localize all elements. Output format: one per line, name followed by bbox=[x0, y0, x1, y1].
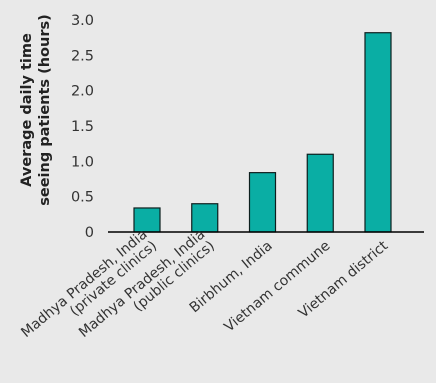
y-axis-title: Average daily time seeing patients (hour… bbox=[19, 14, 53, 206]
bar bbox=[306, 153, 334, 233]
y-tick-label: 1.5 bbox=[71, 119, 94, 135]
x-axis-labels: Madhya Pradesh, India(private clinics)Ma… bbox=[18, 226, 391, 341]
x-tick-label-line: Vietnam commune bbox=[221, 238, 333, 336]
bar bbox=[248, 172, 277, 233]
y-axis-ticks: 0 0.5 1.0 1.5 2.0 2.5 3.0 bbox=[71, 13, 94, 241]
y-tick-label: 1.0 bbox=[71, 154, 94, 170]
y-tick-label: 0.5 bbox=[71, 190, 94, 206]
bars bbox=[133, 32, 392, 233]
y-tick-label: 3.0 bbox=[71, 13, 94, 29]
y-axis-title-line-1: Average daily time bbox=[19, 33, 35, 187]
y-tick-label: 2.5 bbox=[71, 48, 94, 64]
y-tick-label: 2.0 bbox=[71, 84, 94, 100]
x-tick-label: Vietnam commune bbox=[221, 238, 333, 336]
y-axis-title-line-2: seeing patients (hours) bbox=[37, 14, 53, 206]
y-tick-label: 0 bbox=[85, 225, 94, 241]
bar bbox=[364, 32, 392, 233]
